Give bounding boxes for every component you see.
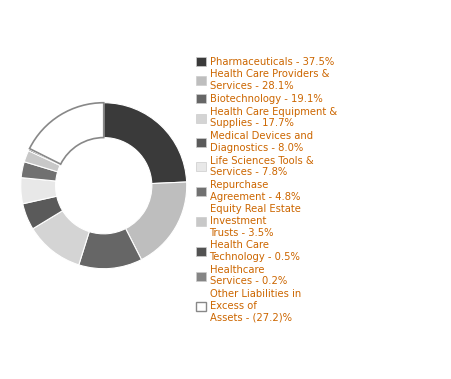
- Wedge shape: [79, 229, 142, 269]
- Wedge shape: [24, 151, 60, 172]
- Wedge shape: [126, 182, 187, 260]
- Wedge shape: [28, 149, 60, 165]
- Wedge shape: [33, 211, 89, 265]
- Wedge shape: [23, 196, 63, 229]
- Wedge shape: [104, 103, 187, 183]
- Wedge shape: [29, 103, 104, 164]
- Wedge shape: [29, 149, 61, 164]
- Wedge shape: [21, 178, 57, 204]
- Legend: Pharmaceuticals - 37.5%, Health Care Providers &
Services - 28.1%, Biotechnology: Pharmaceuticals - 37.5%, Health Care Pro…: [196, 57, 337, 322]
- Wedge shape: [21, 162, 58, 181]
